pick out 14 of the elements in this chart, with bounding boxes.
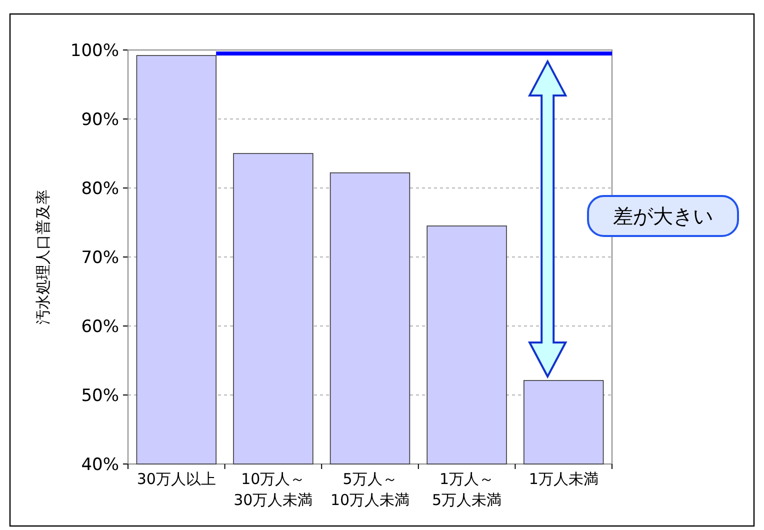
x-tick-label: 1万人～ 5万人未満 <box>432 470 502 509</box>
y-tick-label: 90% <box>81 110 119 130</box>
y-tick-label: 70% <box>81 248 119 268</box>
y-axis-title: 汚水処理人口普及率 <box>34 190 52 324</box>
text: 差が大きい <box>613 204 713 228</box>
x-tick-label: 30万人以上 <box>136 470 216 488</box>
x-tick-label: 10万人～ 30万人未満 <box>234 470 313 509</box>
y-tick-label: 40% <box>81 455 119 475</box>
x-tick-label: 1万人未満 <box>528 470 598 488</box>
y-tick-label: 50% <box>81 386 119 406</box>
y-tick-label: 100% <box>70 41 119 61</box>
y-tick-label: 60% <box>81 317 119 337</box>
y-tick-label: 80% <box>81 179 119 199</box>
x-tick-label: 5万人～ 10万人未満 <box>330 470 410 509</box>
